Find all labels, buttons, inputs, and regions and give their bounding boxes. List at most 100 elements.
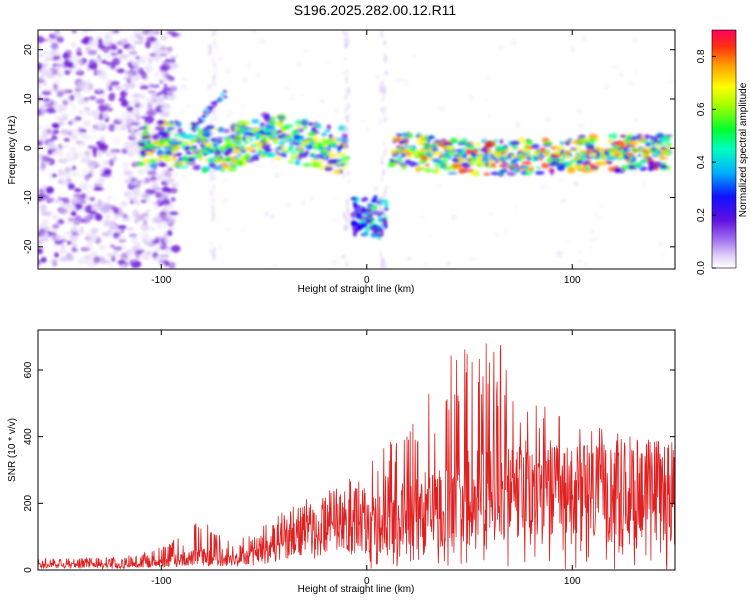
spectrogram-blob xyxy=(138,35,144,40)
spectrogram-blob xyxy=(222,157,233,162)
spectrogram-blob xyxy=(319,98,324,103)
spectrogram-blob xyxy=(94,213,103,222)
spectrogram-blob xyxy=(108,261,113,269)
spectrogram-blob xyxy=(65,254,75,262)
spectrogram-blob xyxy=(298,146,304,150)
spectrogram-blob xyxy=(276,146,283,151)
spectrogram-blob xyxy=(51,173,58,178)
spectrogram-blob xyxy=(161,186,171,193)
spectrogram-blob xyxy=(355,212,363,219)
spectrogram-blob xyxy=(106,195,113,201)
spectrogram-blob xyxy=(163,35,169,39)
spectrogram-blob xyxy=(81,134,90,140)
spectrogram-blob xyxy=(123,170,133,176)
spectrogram-blob xyxy=(145,249,155,254)
spectrogram-blob xyxy=(71,30,77,34)
spectrogram-blob xyxy=(539,147,547,153)
spectrogram-blob xyxy=(57,118,64,125)
spectrogram-blob xyxy=(382,111,387,117)
spectrogram-blob xyxy=(119,54,129,59)
spectrogram-blob xyxy=(616,157,624,161)
spectrogram-blob xyxy=(150,190,157,194)
spectrogram-blob xyxy=(231,143,236,147)
spectrogram-blob xyxy=(51,131,56,138)
spectrogram-blob xyxy=(256,133,261,137)
spectrogram-blob xyxy=(223,128,230,134)
spectrogram-blob xyxy=(45,195,50,199)
spectrogram-blob xyxy=(51,50,58,54)
spectrogram-blob xyxy=(367,204,374,208)
spectrogram-blob xyxy=(526,157,533,161)
spectrogram-blob xyxy=(583,159,591,166)
spectrogram-blob xyxy=(86,183,95,189)
spectrogram-blob xyxy=(166,90,174,95)
spectrogram-blob xyxy=(211,214,215,223)
spectrogram-blob xyxy=(471,156,476,160)
spectrogram-blob xyxy=(172,149,177,155)
spectrogram-blob xyxy=(110,255,116,263)
spectrogram-blob xyxy=(84,215,90,222)
spectrogram-blob xyxy=(458,140,467,144)
spectrogram-blob xyxy=(70,210,77,217)
spectrogram-blob xyxy=(594,215,603,220)
spectrogram-blob xyxy=(280,150,291,154)
spectrogram-blob xyxy=(173,247,179,252)
spectrogram-blob xyxy=(452,154,459,157)
spectrogram-blob xyxy=(378,228,384,233)
spectrogram-blob xyxy=(550,160,558,166)
spectrogram-blob xyxy=(129,34,138,43)
spectrogram-blob xyxy=(590,229,595,235)
spectrogram-blob xyxy=(38,83,42,90)
spectrogram-blob xyxy=(438,106,446,112)
spectrogram-blob xyxy=(311,126,318,132)
spectrogram-blob xyxy=(130,77,135,83)
spectrogram-blob xyxy=(60,158,69,164)
spectrogram-blob xyxy=(212,108,216,116)
spectrogram-blob xyxy=(543,141,553,146)
spectrogram-blob xyxy=(201,149,209,153)
spectrogram-blob xyxy=(225,144,230,148)
spectrogram-blob xyxy=(156,92,161,97)
spectrogram-blob xyxy=(40,232,50,238)
spectrogram-blob xyxy=(280,172,285,176)
spectrogram-blob xyxy=(212,165,223,171)
spectrogram-blob xyxy=(48,109,58,114)
spectrogram-blob xyxy=(665,142,672,147)
spectrogram-blob xyxy=(423,262,427,267)
spectrogram-blob xyxy=(53,30,59,38)
spectrogram-blob xyxy=(52,235,62,241)
spectrogram-blob xyxy=(84,47,92,51)
spectrogram-blob xyxy=(211,101,216,105)
spectrogram-blob xyxy=(451,214,458,221)
spectrogram-blob xyxy=(111,45,118,51)
spectrogram-blob xyxy=(287,160,295,164)
spectrogram-blob xyxy=(141,146,147,150)
spectrogram-blob xyxy=(96,161,101,167)
spectrogram-blob xyxy=(539,157,543,161)
spectrogram-blob xyxy=(130,210,136,215)
spectrogram-blob xyxy=(168,261,176,269)
spectrogram-blob xyxy=(249,138,253,142)
spectrogram-blob xyxy=(151,182,159,191)
spectrogram-blob xyxy=(573,163,582,169)
spectrogram-blob xyxy=(58,219,64,224)
spectrogram-blob xyxy=(152,45,161,52)
spectrogram-blob xyxy=(137,168,145,175)
spectrogram-blob xyxy=(382,84,386,93)
spectrogram-blob xyxy=(154,191,163,199)
spectrogram-blob xyxy=(567,138,573,142)
spectrogram-blob xyxy=(272,264,279,267)
spectrogram-blob xyxy=(87,145,96,149)
spectrogram-blob xyxy=(51,55,61,61)
spectrogram-y-tick-label: -20 xyxy=(23,239,34,254)
spectrogram-blob xyxy=(406,256,412,262)
spectrogram-blob xyxy=(309,152,315,156)
spectrogram-blob xyxy=(397,149,404,153)
spectrogram-blob xyxy=(532,156,539,159)
spectrogram-blob xyxy=(347,179,351,185)
spectrogram-blob xyxy=(255,164,264,168)
spectrogram-blob xyxy=(45,186,54,194)
spectrogram-blob xyxy=(382,219,388,226)
spectrogram-blob xyxy=(136,214,145,221)
spectrogram-blob xyxy=(71,171,79,177)
